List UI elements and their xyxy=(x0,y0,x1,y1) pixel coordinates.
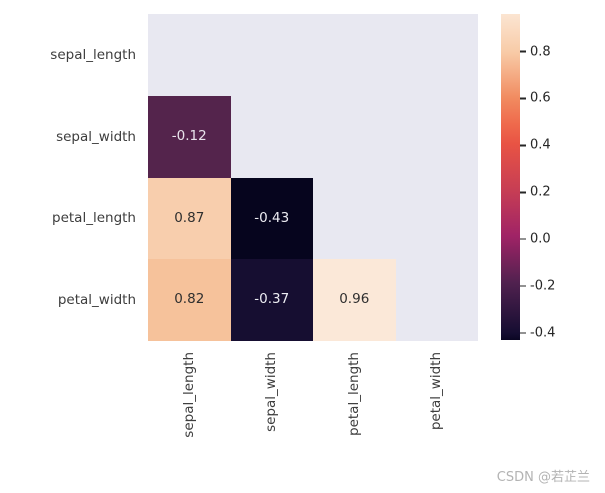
heatmap-cell: 0.82 xyxy=(148,259,231,341)
heatmap-cell: -0.37 xyxy=(230,259,313,341)
heatmap-cell xyxy=(395,259,478,341)
colorbar-tick-mark xyxy=(520,238,526,240)
y-tick-label: petal_length xyxy=(52,210,136,227)
colorbar-tick: 0.4 xyxy=(520,139,551,152)
colorbar-tick: -0.4 xyxy=(520,326,555,339)
colorbar-tick-label: 0.2 xyxy=(530,184,551,200)
colorbar-tick-label: 0.8 xyxy=(530,44,551,60)
colorbar-gradient xyxy=(501,14,520,340)
colorbar-tick-label: 0.4 xyxy=(530,137,551,153)
heatmap-cell: -0.12 xyxy=(148,95,231,178)
x-tick-label-wrap: sepal_length xyxy=(148,352,231,464)
y-tick-label: petal_width xyxy=(57,292,136,309)
colorbar-tick: -0.2 xyxy=(520,280,555,293)
colorbar-tick: 0.0 xyxy=(520,233,551,246)
y-tick-label: sepal_width xyxy=(56,128,136,145)
x-tick-label-wrap: petal_length xyxy=(313,352,396,464)
colorbar-tick-mark xyxy=(520,285,526,287)
x-tick-label: sepal_length xyxy=(180,352,197,438)
colorbar-tick-mark xyxy=(520,144,526,147)
watermark: CSDN @若芷兰 xyxy=(496,470,590,485)
heatmap-cell xyxy=(230,95,313,178)
x-tick-label: petal_length xyxy=(345,352,362,436)
colorbar-tick: 0.8 xyxy=(520,45,551,58)
heatmap-cell xyxy=(313,95,396,178)
colorbar-tick: 0.6 xyxy=(520,92,551,105)
colorbar-tick-mark xyxy=(520,191,526,194)
y-tick-label: sepal_length xyxy=(50,46,136,63)
colorbar-tick-mark xyxy=(520,50,526,53)
colorbar-tick-label: -0.4 xyxy=(530,325,556,341)
heatmap-cell xyxy=(313,14,396,96)
heatmap-cell: 0.96 xyxy=(313,259,396,341)
colorbar-ticks: 0.8 0.6 0.4 0.2 0.0 -0.2 -0.4 xyxy=(520,14,580,340)
colorbar-tick-mark xyxy=(520,332,526,334)
heatmap-grid: -0.12 0.87 -0.43 0.82 -0.37 0.96 xyxy=(148,14,478,341)
colorbar-tick-label: -0.2 xyxy=(530,278,556,294)
colorbar-tick: 0.2 xyxy=(520,186,551,199)
heatmap-cell xyxy=(230,14,313,96)
x-axis-labels: sepal_length sepal_width petal_length petal… xyxy=(148,352,478,464)
colorbar-tick-label: 0.0 xyxy=(530,231,551,247)
heatmap-cell xyxy=(395,14,478,96)
x-tick-label-wrap: sepal_width xyxy=(231,352,314,464)
heatmap-cell xyxy=(148,14,231,96)
colorbar-tick-mark xyxy=(520,97,526,100)
heatmap-cell: 0.87 xyxy=(148,177,231,260)
x-tick-label-wrap: petal_width xyxy=(396,352,479,464)
colorbar-tick-label: 0.6 xyxy=(530,90,551,106)
heatmap-cell xyxy=(395,177,478,260)
heatmap-cell: -0.43 xyxy=(230,177,313,260)
x-tick-label: sepal_width xyxy=(263,352,280,432)
x-tick-label: petal_width xyxy=(428,352,445,431)
heatmap-cell xyxy=(395,95,478,178)
heatmap-cell xyxy=(313,177,396,260)
